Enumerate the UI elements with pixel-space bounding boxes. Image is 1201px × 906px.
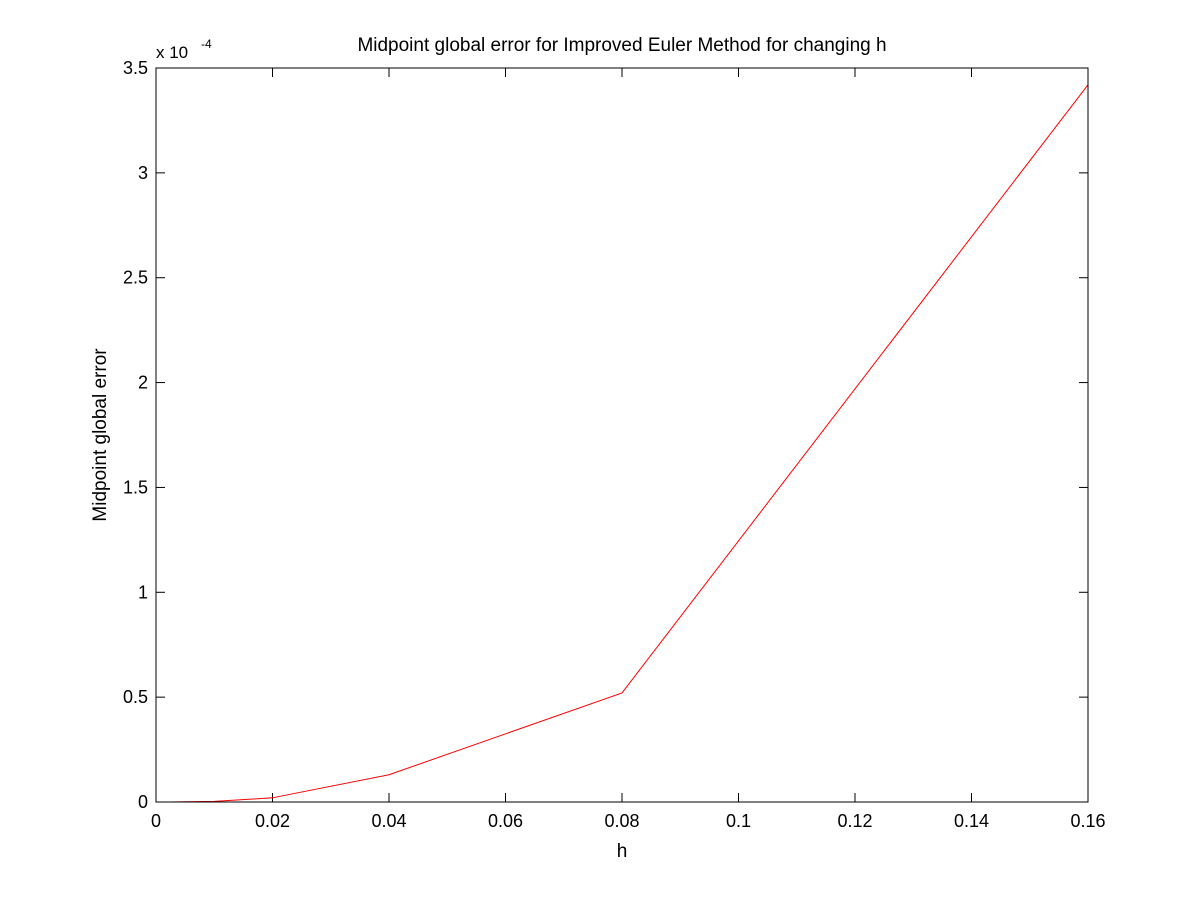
x-tick-label: 0.02 [255, 811, 290, 831]
plot-frame [155, 67, 1089, 803]
y-tick-labels: 0 0.5 1 1.5 2 2.5 3 3.5 [123, 58, 148, 812]
x-tick-label: 0.08 [604, 811, 639, 831]
y-tick-label: 3 [138, 163, 148, 183]
y-tick-label: 2 [138, 373, 148, 393]
x-tick-label: 0.06 [488, 811, 523, 831]
y-tick-label: 1 [138, 582, 148, 602]
y-tick-label: 3.5 [123, 58, 148, 78]
x-axis-label: h [617, 841, 628, 862]
plot-area-background [156, 68, 1088, 802]
y-tick-label: 1.5 [123, 477, 148, 497]
x-tick-label: 0.1 [726, 811, 751, 831]
y-axis-multiplier: x 10 -4 [156, 37, 212, 62]
y-tick-label: 0.5 [123, 687, 148, 707]
chart-title: Midpoint global error for Improved Euler… [357, 35, 886, 56]
x-tick-label: 0.04 [371, 811, 406, 831]
x-tick-label: 0 [151, 811, 161, 831]
x-tick-labels: 0 0.02 0.04 0.06 0.08 0.1 0.12 0.14 0.16 [151, 811, 1106, 831]
y-tick-label: 0 [138, 792, 148, 812]
y-multiplier-base: x 10 [156, 43, 188, 62]
y-tick-label: 2.5 [123, 268, 148, 288]
x-tick-label: 0.14 [954, 811, 989, 831]
y-multiplier-exponent: -4 [201, 37, 212, 51]
y-axis-label: Midpoint global error [90, 348, 111, 522]
x-tick-label: 0.12 [837, 811, 872, 831]
x-tick-label: 0.16 [1070, 811, 1105, 831]
